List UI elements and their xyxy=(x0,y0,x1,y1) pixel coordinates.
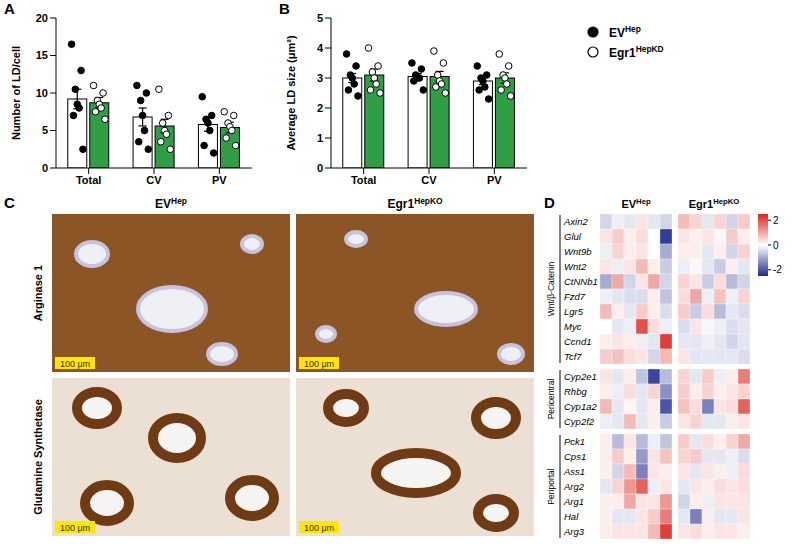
svg-text:15: 15 xyxy=(36,49,48,61)
svg-text:Egr1HepKO: Egr1HepKO xyxy=(387,196,443,211)
svg-text:Wnt2: Wnt2 xyxy=(564,261,587,272)
svg-text:Total: Total xyxy=(76,174,101,186)
svg-text:5: 5 xyxy=(317,12,323,24)
html-text:Egr1HepKD: Egr1HepKD xyxy=(609,44,664,60)
svg-text:Lgr5: Lgr5 xyxy=(564,306,584,317)
svg-text:Rhbg: Rhbg xyxy=(564,386,587,397)
svg-text:Ccnd1: Ccnd1 xyxy=(564,336,591,347)
svg-text:100 μm: 100 μm xyxy=(304,523,334,533)
svg-text:Arg2: Arg2 xyxy=(563,481,585,492)
svg-text:Cyp2e1: Cyp2e1 xyxy=(564,371,597,382)
svg-text:EVHep: EVHep xyxy=(621,197,651,210)
svg-text:PV: PV xyxy=(212,174,227,186)
svg-text:0: 0 xyxy=(773,240,779,251)
svg-text:Axin2: Axin2 xyxy=(563,216,588,227)
svg-text:100 μm: 100 μm xyxy=(60,359,90,369)
svg-text:-2: -2 xyxy=(773,264,782,275)
svg-text:4: 4 xyxy=(317,42,324,54)
svg-text:10: 10 xyxy=(36,87,48,99)
svg-text:Cyp2f2: Cyp2f2 xyxy=(564,416,595,427)
svg-text:Wnt/β-Catenin: Wnt/β-Catenin xyxy=(546,261,556,316)
svg-text:Periportal: Periportal xyxy=(546,468,556,504)
svg-text:Cyp1a2: Cyp1a2 xyxy=(564,401,597,412)
html-text:B: B xyxy=(279,0,290,17)
svg-text:100 μm: 100 μm xyxy=(60,523,90,533)
svg-text:CV: CV xyxy=(146,174,162,186)
svg-text:CtNNb1: CtNNb1 xyxy=(564,276,598,287)
svg-text:Fzd7: Fzd7 xyxy=(564,291,586,302)
html-text:EVHep: EVHep xyxy=(609,24,641,40)
svg-text:CV: CV xyxy=(421,174,437,186)
svg-text:Egr1HepKO: Egr1HepKO xyxy=(689,197,740,210)
html-text:A: A xyxy=(4,0,15,17)
svg-text:Hal: Hal xyxy=(564,511,579,522)
svg-text:3: 3 xyxy=(317,72,323,84)
html-text:C: C xyxy=(4,194,15,211)
svg-text:100 μm: 100 μm xyxy=(304,359,334,369)
svg-text:Arginase 1: Arginase 1 xyxy=(32,265,44,321)
svg-text:EVHep: EVHep xyxy=(155,196,187,211)
svg-text:Myc: Myc xyxy=(564,321,582,332)
html-text:D: D xyxy=(544,194,555,211)
svg-text:Tcf7: Tcf7 xyxy=(564,351,582,362)
svg-text:0: 0 xyxy=(42,162,48,174)
svg-text:Total: Total xyxy=(351,174,376,186)
svg-text:2: 2 xyxy=(317,102,323,114)
svg-text:Cps1: Cps1 xyxy=(564,451,586,462)
svg-text:Pck1: Pck1 xyxy=(564,436,585,447)
svg-text:Average LD size (μm²): Average LD size (μm²) xyxy=(285,35,297,150)
svg-text:Glutamine Synthetase: Glutamine Synthetase xyxy=(32,399,44,515)
svg-text:Glul: Glul xyxy=(564,231,582,242)
svg-text:0: 0 xyxy=(317,162,323,174)
svg-text:PV: PV xyxy=(487,174,502,186)
svg-text:Arg1: Arg1 xyxy=(563,496,584,507)
svg-text:2: 2 xyxy=(773,215,779,226)
svg-text:Number of LD/cell: Number of LD/cell xyxy=(10,46,22,140)
svg-text:Wnt9b: Wnt9b xyxy=(564,246,591,257)
svg-text:5: 5 xyxy=(42,124,48,136)
svg-text:20: 20 xyxy=(36,12,48,24)
svg-text:Pericentral: Pericentral xyxy=(546,379,556,420)
svg-text:Arg3: Arg3 xyxy=(563,526,585,537)
svg-text:1: 1 xyxy=(317,132,323,144)
svg-text:Ass1: Ass1 xyxy=(563,466,585,477)
